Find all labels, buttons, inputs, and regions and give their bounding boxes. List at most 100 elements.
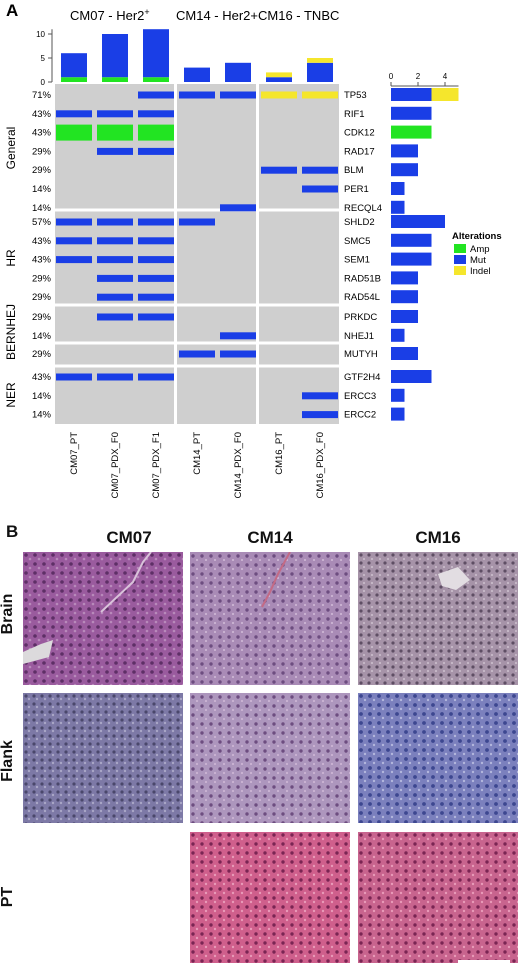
alteration-cell-mut — [138, 218, 174, 226]
alteration-cell-mut — [138, 313, 174, 321]
legend-title: Alterations — [452, 231, 502, 242]
top-bar-amp — [102, 77, 128, 82]
alteration-cell-mut — [302, 166, 338, 174]
alteration-cell-indel — [302, 91, 338, 99]
side-bar-mut — [391, 182, 405, 195]
histology-image-cm16-pt — [358, 832, 518, 963]
alteration-cell-mut — [138, 147, 174, 155]
percent-label: 14% — [32, 203, 52, 214]
percent-label: 29% — [32, 349, 52, 360]
column-header-cm16: CM16 — [415, 528, 461, 547]
alteration-cell-mut — [138, 373, 174, 381]
oncoprint-panel: A CM07 - Her2+ CM14 - Her2+ CM16 - TNBC … — [4, 1, 502, 499]
gene-label-cdk12: CDK12 — [344, 128, 375, 139]
percent-label: 14% — [32, 391, 52, 402]
side-bar-mut — [391, 252, 432, 266]
top-bar-mut — [102, 34, 128, 78]
gene-label-gtf2h4: GTF2H4 — [344, 372, 380, 383]
legend-swatch-amp — [454, 244, 466, 253]
gene-label-per1: PER1 — [344, 184, 369, 195]
side-bar-mut — [391, 388, 405, 402]
histology-image-cm14-flank — [190, 693, 350, 823]
row-header-flank: Flank — [0, 740, 16, 782]
legend-swatch-indel — [454, 266, 466, 275]
alteration-cell-mut — [302, 411, 338, 419]
alteration-cell-mut — [220, 350, 256, 358]
row-header-brain: Brain — [0, 593, 16, 635]
side-bar-axis: 0 2 4 — [389, 72, 459, 87]
gene-label-blm: BLM — [344, 165, 364, 176]
side-bar-mut — [391, 370, 432, 383]
alteration-cell-mut — [56, 218, 92, 226]
panel-a-label: A — [6, 1, 18, 20]
alteration-cell-mut — [97, 147, 133, 155]
top-bar-mut — [184, 67, 210, 82]
side-bar-mut — [391, 407, 405, 421]
gene-label-recql4: RECQL4 — [344, 203, 382, 214]
side-bar-indel — [431, 88, 459, 101]
category-label-bernhej: BERNHEJ — [4, 304, 18, 360]
gene-label-rad51b: RAD51B — [344, 273, 381, 284]
top-bar-amp — [143, 77, 169, 82]
legend-label-indel: Indel — [470, 266, 491, 277]
group-header-cm07: CM07 - Her2+ — [70, 7, 150, 23]
alteration-cell-mut — [138, 274, 174, 282]
top-bar-mut — [225, 62, 251, 82]
percent-label: 43% — [32, 128, 52, 139]
percent-label: 43% — [32, 372, 52, 383]
percent-label: 43% — [32, 255, 52, 266]
row-header-pt: PT — [0, 886, 16, 908]
alteration-cell-amp — [138, 124, 174, 141]
gene-label-smc5: SMC5 — [344, 236, 370, 247]
histology-image-cm16-brain — [358, 552, 518, 685]
category-label-general: General — [4, 127, 18, 170]
sample-label: CM14_PDX_F0 — [233, 432, 244, 499]
sample-label: CM07_PDX_F0 — [110, 432, 121, 499]
category-label-ner: NER — [4, 382, 18, 408]
alteration-cell-mut — [138, 110, 174, 118]
side-bar-mut — [391, 233, 432, 247]
gene-label-rad54l: RAD54L — [344, 292, 380, 303]
percent-label: 29% — [32, 273, 52, 284]
sample-label: CM07_PT — [69, 432, 80, 475]
scale-bar — [458, 960, 510, 963]
top-bar-indel — [266, 72, 292, 78]
histology-image-cm16-flank — [358, 693, 518, 823]
percent-label: 29% — [32, 292, 52, 303]
alteration-cell-mut — [56, 256, 92, 264]
histology-image-cm14-pt — [190, 832, 350, 963]
alteration-matrix — [55, 84, 339, 424]
percent-label: 14% — [32, 410, 52, 421]
side-bar-mut — [391, 88, 432, 101]
top-bar-chart — [61, 29, 333, 82]
gene-label-sem1: SEM1 — [344, 255, 370, 266]
alteration-cell-mut — [56, 110, 92, 118]
alteration-cell-mut — [179, 350, 215, 358]
top-axis-tick-label: 0 — [41, 78, 46, 87]
gene-labels: TP53 RIF1 CDK12 RAD17 BLM PER1 RECQL4 SHLD2 SMC5… — [344, 90, 382, 421]
sample-label: CM16_PDX_F0 — [315, 432, 326, 499]
gene-label-rif1: RIF1 — [344, 109, 365, 120]
side-bar-mut — [391, 347, 418, 360]
alteration-cell-amp — [97, 124, 133, 141]
side-bar-mut — [391, 290, 418, 304]
top-bar-indel — [307, 58, 333, 63]
side-bar-mut — [391, 310, 418, 323]
legend-swatch-mut — [454, 255, 466, 264]
gene-label-ercc3: ERCC3 — [344, 391, 376, 402]
side-bar-mut — [391, 144, 418, 158]
gene-label-shld2: SHLD2 — [344, 217, 375, 228]
alteration-cell-mut — [97, 313, 133, 321]
top-bar-mut — [266, 77, 292, 82]
alteration-cell-mut — [138, 237, 174, 245]
alteration-cell-indel — [261, 91, 297, 99]
side-bar-mut — [391, 271, 418, 285]
side-axis-tick-label: 0 — [389, 72, 394, 81]
gene-label-ercc2: ERCC2 — [344, 410, 376, 421]
legend-label-amp: Amp — [470, 244, 490, 255]
top-bar-amp — [61, 77, 87, 82]
percent-label: 57% — [32, 217, 52, 228]
top-bar-axis: 0 5 10 — [36, 29, 53, 87]
gene-label-tp53: TP53 — [344, 90, 367, 101]
sample-label: CM07_PDX_F1 — [151, 432, 162, 499]
